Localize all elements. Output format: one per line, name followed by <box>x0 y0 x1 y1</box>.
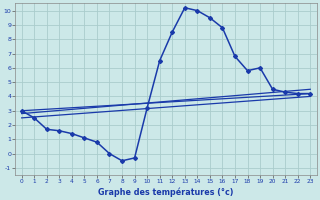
X-axis label: Graphe des températures (°c): Graphe des températures (°c) <box>98 187 234 197</box>
